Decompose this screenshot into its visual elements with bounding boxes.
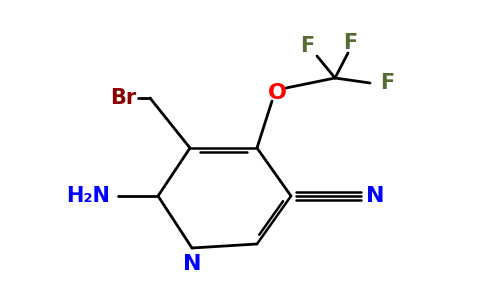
Text: H₂N: H₂N	[66, 186, 110, 206]
Text: F: F	[380, 73, 394, 93]
Text: Br: Br	[110, 88, 136, 108]
Text: N: N	[183, 254, 201, 274]
Text: F: F	[300, 36, 314, 56]
Text: N: N	[366, 186, 384, 206]
Text: F: F	[343, 33, 357, 53]
Text: O: O	[268, 83, 287, 103]
